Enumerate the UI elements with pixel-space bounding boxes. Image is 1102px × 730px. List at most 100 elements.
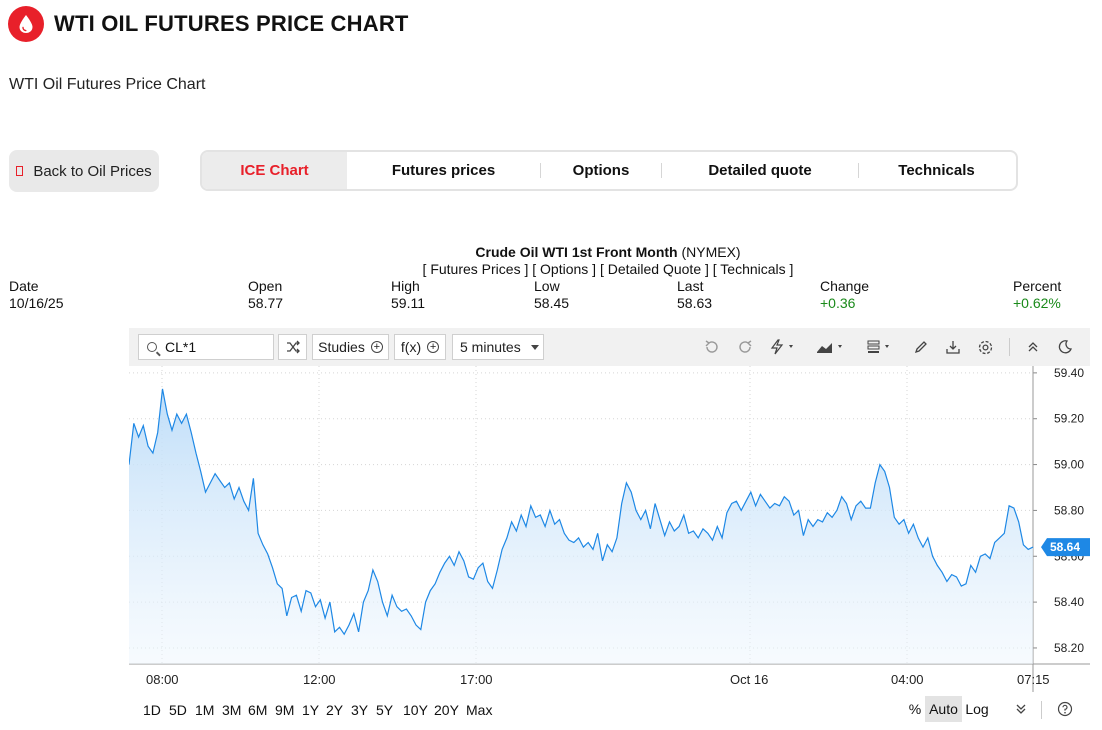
layout-icon[interactable] [864,336,898,358]
help-icon[interactable] [1055,696,1075,722]
collapse-icon[interactable] [1022,336,1044,358]
range-button-1d[interactable]: 1D [143,702,161,718]
price-area-fill [129,388,1033,664]
pencil-icon[interactable] [910,336,932,358]
percent-scale-button[interactable]: % [908,701,922,717]
auto-scale-button[interactable]: Auto [925,696,962,722]
studies-button[interactable]: Studies + [312,334,389,360]
toolbar-divider [1041,701,1042,719]
price-line [129,388,1034,636]
symbol-search-input[interactable]: CL*1 [138,334,274,360]
stat-value: +0.36 [820,295,856,311]
x-tick-label: 17:00 [460,672,493,687]
chart-widget: CL*1 Studies + f(x) + 5 minutes [129,328,1090,730]
functions-label: f(x) [400,339,422,355]
tab-technicals[interactable]: Technicals [898,162,975,179]
tab-options[interactable]: Options [572,162,630,179]
search-icon [147,342,157,352]
range-button-6m[interactable]: 6M [248,702,268,718]
range-button-5d[interactable]: 5D [169,702,187,718]
dark-mode-icon[interactable] [1054,336,1076,358]
y-tick-label: 59.00 [1054,458,1084,472]
y-tick-label: 59.20 [1054,412,1084,426]
x-tick-label: Oct 16 [730,672,769,687]
page-title: WTI OIL FUTURES PRICE CHART [54,11,409,36]
stat-label: Percent [1013,278,1062,294]
page-header: WTI OIL FUTURES PRICE CHART [8,6,409,42]
chevrons-down-icon[interactable] [1013,696,1029,722]
log-scale-button[interactable]: Log [965,701,989,717]
x-tick-label: 08:00 [146,672,179,687]
stat-value: 58.63 [677,295,713,311]
settings-icon[interactable] [974,336,996,358]
functions-button[interactable]: f(x) + [394,334,446,360]
range-button-20y[interactable]: 20Y [434,702,459,718]
flash-icon[interactable] [766,336,800,358]
shuffle-icon[interactable] [278,334,307,360]
tab-bar: ICE Chart Futures prices Options Detaile… [200,150,1018,191]
caret-down-icon [530,344,539,350]
range-button-2y[interactable]: 2Y [326,702,344,718]
stat-high: High 59.11 [391,278,425,312]
stat-label: High [391,278,420,294]
interval-select[interactable]: 5 minutes [452,334,544,360]
undo-icon[interactable] [701,336,723,358]
chart-toolbar: CL*1 Studies + f(x) + 5 minutes [129,328,1090,366]
stat-label: Low [534,278,560,294]
stat-date: Date 10/16/25 [9,278,64,312]
range-button-9m[interactable]: 9M [275,702,295,718]
last-price-label: 58.64 [1050,540,1080,554]
range-button-5y[interactable]: 5Y [376,702,394,718]
back-button-label: Back to Oil Prices [33,162,152,180]
stat-label: Open [248,278,283,294]
tab-ice-chart[interactable]: ICE Chart [202,152,347,189]
stat-label: Date [9,278,39,294]
stat-label: Last [677,278,704,294]
add-circle-icon: + [427,341,440,353]
chart-type-icon[interactable] [814,336,848,358]
quote-heading: Crude Oil WTI 1st Front Month (NYMEX) [0,244,1102,260]
redo-icon[interactable] [734,336,756,358]
tab-futures-prices[interactable]: Futures prices [391,162,496,179]
stat-last: Last 58.63 [677,278,712,312]
x-axis: 08:00 12:00 17:00 Oct 16 04:00 07:15 [129,666,1090,692]
range-bar: % Auto Log 1D 5D 1M 3M 6M 9M 1Y 2Y 3Y 5Y 10Y 20Y Max [129,692,1090,730]
back-to-oil-prices-button[interactable]: Back to Oil Prices [9,150,159,192]
x-tick-label: 12:00 [303,672,336,687]
range-button-1y[interactable]: 1Y [302,702,320,718]
range-button-1m[interactable]: 1M [195,702,215,718]
quote-links[interactable]: [ Futures Prices ] [ Options ] [ Detaile… [422,261,794,277]
interval-label: 5 minutes [460,339,521,355]
range-button-max[interactable]: Max [466,702,493,718]
stat-change: Change +0.36 [820,278,869,312]
y-tick-label: 58.20 [1054,641,1084,655]
range-button-3y[interactable]: 3Y [351,702,369,718]
tab-divider [661,163,662,178]
stat-value: 59.11 [391,295,425,311]
stat-label: Change [820,278,870,294]
stat-value: +0.62% [1013,295,1061,311]
symbol-value: CL*1 [165,339,197,355]
stat-value: 58.45 [534,295,570,311]
tab-divider [858,163,859,178]
range-button-3m[interactable]: 3M [222,702,242,718]
toolbar-divider [1009,338,1010,356]
studies-label: Studies [318,339,365,355]
x-tick-label: 04:00 [891,672,924,687]
last-price-tag [1041,538,1090,557]
y-tick-label: 59.40 [1054,366,1084,380]
tab-detailed-quote[interactable]: Detailed quote [708,162,812,179]
stat-value: 10/16/25 [9,295,64,311]
y-tick-label: 58.40 [1054,595,1084,609]
stat-percent: Percent +0.62% [1013,278,1061,312]
back-icon [16,166,24,176]
stat-value: 58.77 [248,295,284,311]
instrument-name: Crude Oil WTI 1st Front Month [475,244,678,260]
y-tick-label: 58.80 [1054,503,1084,517]
x-tick-label: 07:15 [1017,672,1050,687]
range-button-10y[interactable]: 10Y [403,702,428,718]
download-icon[interactable] [942,336,964,358]
page-subtitle: WTI Oil Futures Price Chart [9,76,206,93]
quote-stats: Date 10/16/25 Open 58.77 High 59.11 Low … [0,278,1102,314]
